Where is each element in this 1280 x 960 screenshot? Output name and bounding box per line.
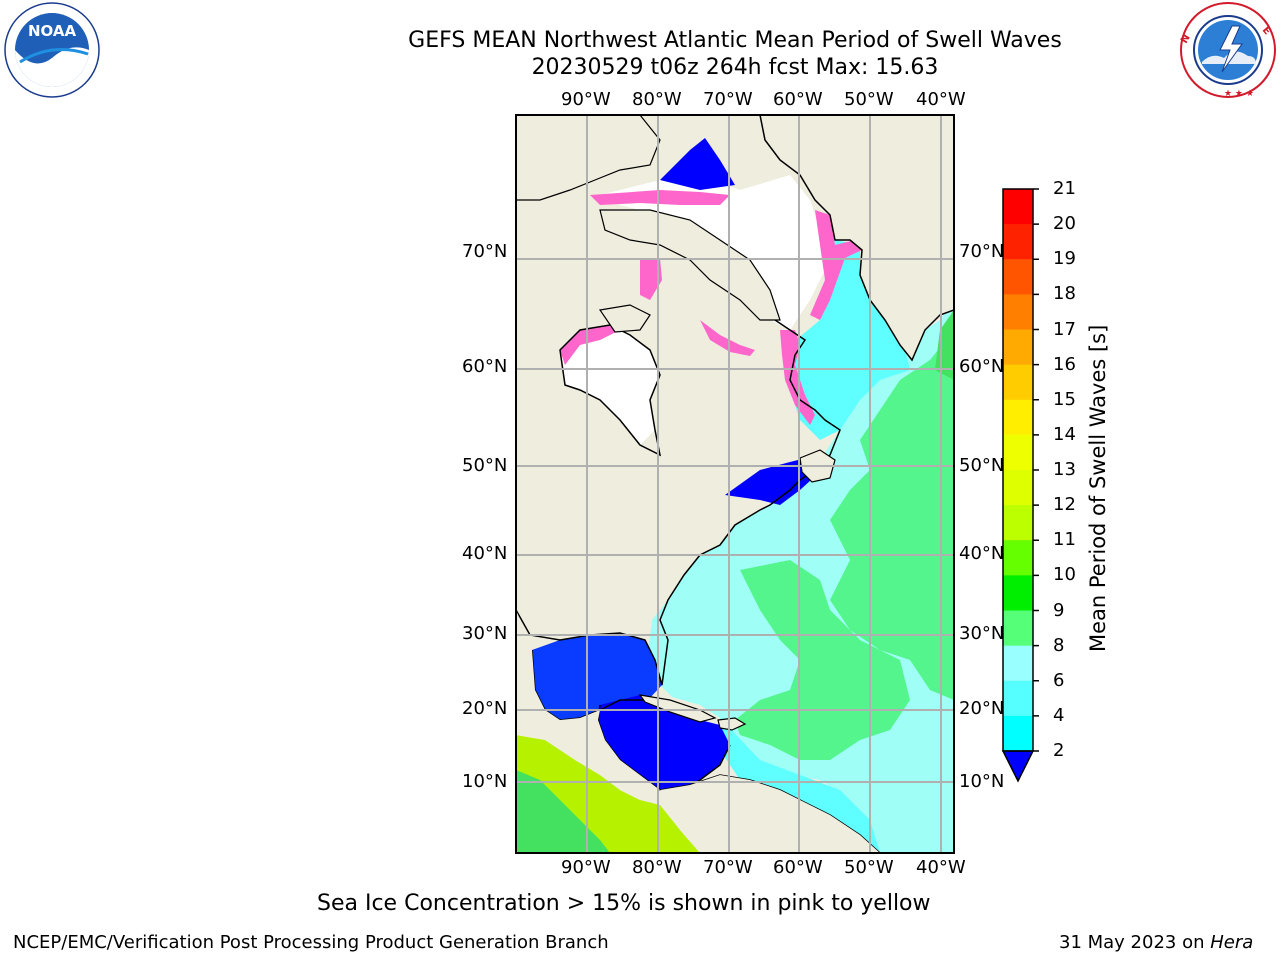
colorbar-segment (1003, 189, 1033, 225)
lat-label-right-10n: 10°N (959, 771, 1005, 792)
footer-right: 31 May 2023 on Hera (1059, 933, 1253, 953)
footer-left: NCEP/EMC/Verification Post Processing Pr… (13, 932, 609, 953)
sea-ice-caption: Sea Ice Concentration > 15% is shown in … (317, 891, 931, 916)
colorbar-tick-label: 21 (1053, 178, 1076, 199)
lat-label-left-60n: 60°N (462, 356, 508, 377)
colorbar-tick-label: 4 (1053, 704, 1065, 726)
caribbean-sea-field (598, 695, 730, 790)
lon-label-bottom-40w: 40°W (916, 857, 966, 878)
colorbar-segment (1003, 329, 1033, 366)
lon-label-bottom-80w: 80°W (632, 857, 682, 878)
map-plot (515, 114, 955, 854)
lon-label-bottom-90w: 90°W (561, 857, 611, 878)
colorbar-segment (1003, 505, 1033, 541)
greenland-ice-edge (810, 210, 862, 320)
baffin-bay-deep-blue (660, 138, 735, 190)
lat-label-right-20n: 20°N (959, 698, 1005, 719)
colorbar-segment (1003, 715, 1033, 752)
colorbar-tick-label: 9 (1053, 599, 1065, 621)
lat-label-right-40n: 40°N (959, 543, 1005, 564)
ungava-ice-edge (640, 258, 662, 300)
footer-host: Hera (1210, 932, 1254, 953)
lat-label-left-50n: 50°N (462, 455, 508, 476)
colorbar-tick-label: 15 (1053, 388, 1076, 410)
gulf-of-st-lawrence-field (725, 455, 822, 505)
colorbar-segment (1003, 364, 1033, 401)
colorbar-tick-label: 20 (1053, 213, 1076, 235)
lon-label-top-70w: 70°W (703, 89, 753, 110)
swell-green-patch-north (830, 330, 954, 700)
colorbar-segment (1003, 294, 1033, 330)
colorbar-segment (1003, 645, 1033, 682)
lat-label-right-30n: 30°N (959, 623, 1005, 644)
lat-label-right-50n: 50°N (959, 455, 1005, 476)
colorbar-tick-label: 11 (1053, 529, 1076, 551)
lat-label-right-70n: 70°N (959, 241, 1005, 262)
hispaniola-outline (717, 717, 747, 731)
svg-text:★ ★ ★: ★ ★ ★ (1224, 89, 1254, 99)
lon-label-top-80w: 80°W (632, 89, 682, 110)
noaa-logo: NOAA (4, 2, 100, 98)
south-america-land (660, 775, 880, 853)
lon-label-top-60w: 60°W (773, 89, 823, 110)
lon-label-top-90w: 90°W (561, 89, 611, 110)
colorbar-tick-label: 13 (1053, 459, 1076, 480)
colorbar-segment (1003, 680, 1033, 717)
lat-label-left-10n: 10°N (462, 771, 508, 792)
colorbar-title: Mean Period of Swell Waves [s] (1086, 324, 1110, 652)
lat-label-left-30n: 30°N (462, 623, 508, 644)
lon-label-top-50w: 50°W (844, 89, 894, 110)
noaa-logo-text: NOAA (28, 22, 77, 40)
colorbar-tick-label: 17 (1053, 318, 1076, 340)
colorbar-tick-label: 2 (1053, 740, 1065, 761)
baffin-island-outline (599, 209, 781, 321)
colorbar-tick-label: 16 (1053, 353, 1076, 375)
lon-label-top-40w: 40°W (916, 89, 966, 110)
colorbar-tick-label: 19 (1053, 248, 1076, 270)
north-america-coastline (516, 239, 841, 686)
baffin-ice-edge-pink (590, 190, 730, 205)
nws-logo: N E ★ ★ ★ (1179, 2, 1276, 99)
lon-label-bottom-50w: 50°W (844, 857, 894, 878)
colorbar-tick-label: 8 (1053, 634, 1065, 656)
lat-label-right-60n: 60°N (959, 356, 1005, 377)
colorbar-segment (1003, 399, 1033, 436)
colorbar-segment (1003, 610, 1033, 647)
foxe-basin-ice-edge (700, 320, 755, 356)
chart-title: GEFS MEAN Northwest Atlantic Mean Period… (408, 28, 1062, 53)
graticule (516, 115, 954, 853)
lon-label-bottom-60w: 60°W (773, 857, 823, 878)
colorbar-tick-label: 10 (1053, 564, 1076, 586)
map-frame (515, 114, 955, 854)
colorbar-extension (1001, 750, 1035, 783)
colorbar (1001, 188, 1039, 783)
lat-label-left-40n: 40°N (462, 543, 508, 564)
colorbar-segment (1003, 259, 1033, 295)
hudson-bay-ice (560, 325, 660, 445)
labrador-ice-edge (780, 330, 815, 425)
colorbar-segment (1003, 470, 1033, 506)
colorbar-tick-label: 12 (1053, 494, 1076, 516)
swell-green-patch-east (935, 310, 954, 380)
labrador-sea-field (790, 240, 910, 440)
colorbar-segment (1003, 540, 1033, 576)
colorbar-segment (1003, 575, 1033, 611)
colorbar-tick-label: 14 (1053, 423, 1076, 445)
colorbar-segment (1003, 224, 1033, 260)
lat-label-left-20n: 20°N (462, 698, 508, 719)
colorbar-segment (1003, 434, 1033, 471)
southampton-island-outline (598, 304, 651, 333)
colorbar-tick-label: 6 (1053, 669, 1065, 691)
lat-label-left-70n: 70°N (462, 241, 508, 262)
chart-subtitle: 20230529 t06z 264h fcst Max: 15.63 (531, 55, 939, 80)
footer-date: 31 May 2023 on (1059, 932, 1211, 953)
lon-label-bottom-70w: 70°W (703, 857, 753, 878)
colorbar-tick-label: 18 (1053, 283, 1076, 305)
